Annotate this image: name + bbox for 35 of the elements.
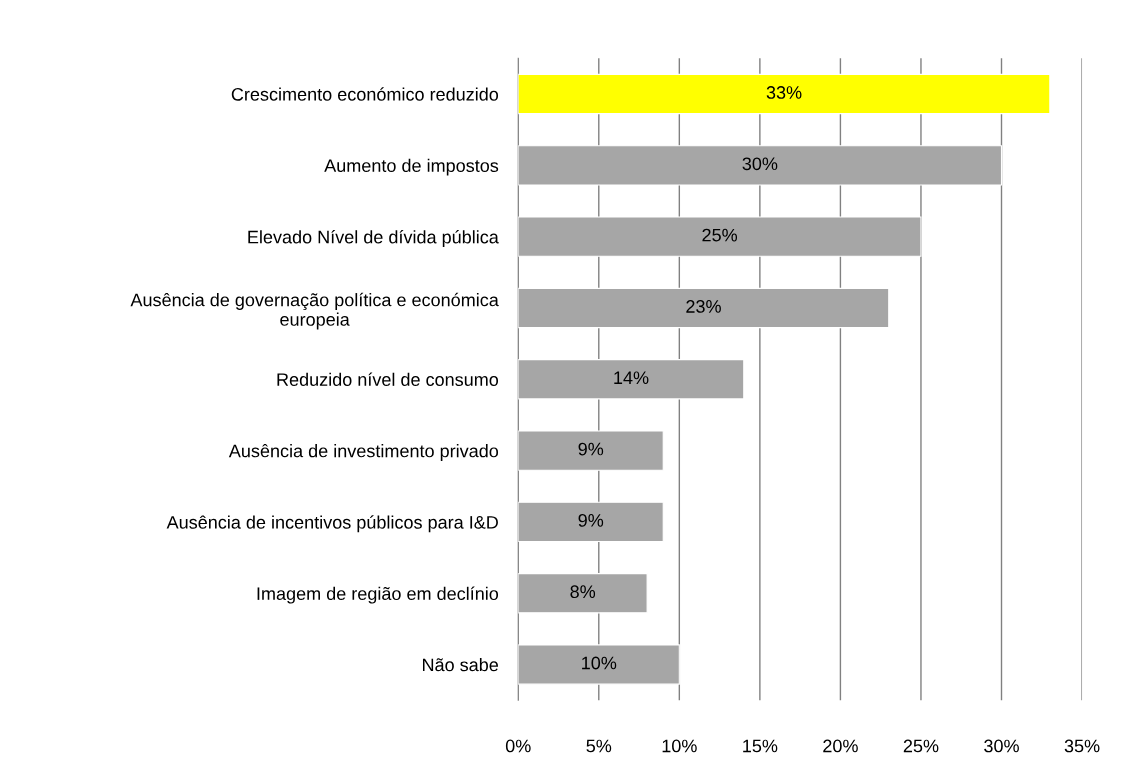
data-label: 8% bbox=[570, 585, 596, 599]
bar bbox=[518, 430, 664, 471]
y-tick-label: Aumento de impostos bbox=[324, 158, 499, 176]
bar bbox=[518, 644, 680, 685]
data-label: 10% bbox=[582, 656, 617, 670]
y-tick-label: Imagem de região em declínio bbox=[257, 586, 499, 604]
data-label: 14% bbox=[614, 371, 649, 385]
x-tick-label: 35% bbox=[1064, 739, 1100, 753]
data-label: 23% bbox=[686, 300, 721, 313]
x-tick-label: 30% bbox=[984, 739, 1019, 753]
x-tick-label: 5% bbox=[586, 739, 612, 753]
y-tick-label: Ausência de incentivos públicos para I&D bbox=[166, 515, 498, 533]
bar bbox=[518, 73, 1051, 115]
x-tick-label: 0% bbox=[505, 739, 531, 753]
bar bbox=[518, 145, 1003, 186]
bar bbox=[518, 359, 745, 400]
x-tick-label: 25% bbox=[903, 739, 939, 753]
data-label: 33% bbox=[766, 86, 802, 99]
bar bbox=[518, 287, 890, 329]
y-tick-label: Ausência de investimento privado bbox=[228, 444, 499, 461]
data-label: 9% bbox=[578, 513, 604, 527]
bar bbox=[518, 216, 922, 257]
bar bbox=[518, 501, 664, 543]
y-tick-label: Crescimento económico reduzido bbox=[231, 87, 499, 101]
data-label: 30% bbox=[742, 157, 778, 171]
bar bbox=[518, 573, 648, 614]
data-label: 9% bbox=[578, 442, 604, 456]
x-tick-label: 20% bbox=[823, 739, 858, 753]
data-label: 25% bbox=[702, 228, 738, 242]
x-tick-label: 10% bbox=[662, 739, 697, 753]
y-tick-label: Reduzido nível de consumo bbox=[277, 372, 499, 386]
y-tick-label: Elevado Nível de dívida pública bbox=[248, 229, 499, 248]
y-tick-label: Não sabe bbox=[423, 658, 498, 672]
y-tick-label: Ausência de governação política e económica europeia bbox=[130, 292, 499, 330]
x-tick-label: 15% bbox=[743, 739, 778, 753]
